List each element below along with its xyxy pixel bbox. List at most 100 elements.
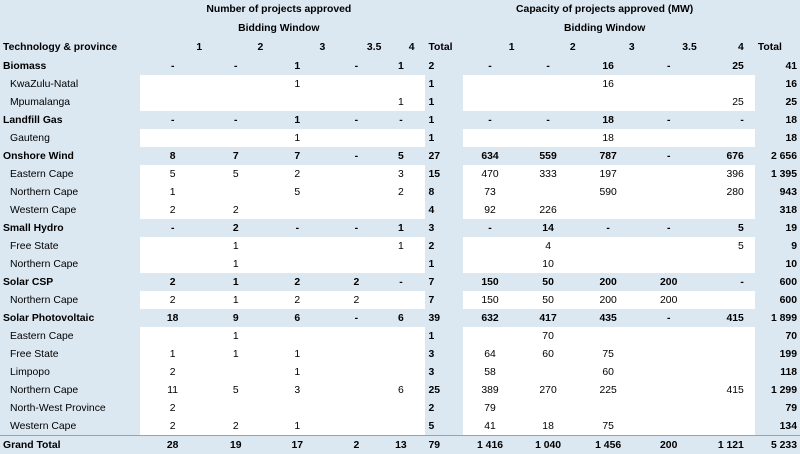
count-cell	[328, 417, 384, 436]
count-cell: -	[205, 111, 266, 129]
column-header-window: 2	[205, 38, 266, 57]
count-cell	[384, 345, 417, 363]
gap-cell	[747, 183, 755, 201]
count-cell: 17	[266, 436, 328, 454]
capacity-cell	[579, 201, 638, 219]
gap-cell	[747, 417, 755, 436]
count-cell: 2	[205, 417, 266, 436]
count-cell: 1	[140, 183, 205, 201]
capacity-cell: 470	[463, 165, 518, 183]
count-cell	[328, 165, 384, 183]
capacity-cell	[518, 183, 579, 201]
gap-cell	[417, 165, 425, 183]
count-cell: 18	[140, 309, 205, 327]
capacity-cell: 50	[518, 273, 579, 291]
capacity-total-cell: 2 656	[755, 147, 800, 165]
count-cell	[205, 93, 266, 111]
capacity-cell: -	[518, 111, 579, 129]
count-cell: 1	[266, 111, 328, 129]
capacity-cell	[700, 129, 747, 147]
header-group-row: Number of projects approved Capacity of …	[0, 0, 800, 19]
count-total-cell: 1	[425, 327, 462, 345]
count-cell: 2	[266, 273, 328, 291]
capacity-cell: 590	[579, 183, 638, 201]
gap-cell	[417, 57, 425, 75]
count-cell: 6	[384, 309, 417, 327]
count-cell	[205, 399, 266, 417]
count-cell	[328, 75, 384, 93]
capacity-cell: -	[700, 111, 747, 129]
capacity-total-cell: 1 299	[755, 381, 800, 399]
count-cell: -	[328, 111, 384, 129]
count-cell: 6	[384, 381, 417, 399]
capacity-cell: 415	[700, 309, 747, 327]
capacity-cell: 787	[579, 147, 638, 165]
row-label: Free State	[0, 345, 140, 363]
gap-cell	[417, 93, 425, 111]
gap-cell	[747, 327, 755, 345]
gap-cell	[747, 345, 755, 363]
capacity-cell	[518, 129, 579, 147]
gap-cell	[417, 345, 425, 363]
count-total-cell: 3	[425, 363, 462, 381]
count-cell	[328, 93, 384, 111]
count-cell: 2	[140, 291, 205, 309]
gap-cell	[417, 399, 425, 417]
row-label: Eastern Cape	[0, 165, 140, 183]
capacity-cell: -	[638, 219, 700, 237]
count-cell: 5	[140, 165, 205, 183]
gap-cell	[747, 165, 755, 183]
capacity-cell	[700, 345, 747, 363]
count-cell: 9	[205, 309, 266, 327]
capacity-cell: 200	[638, 273, 700, 291]
row-label: Landfill Gas	[0, 111, 140, 129]
capacity-cell	[579, 327, 638, 345]
capacity-cell: 14	[518, 219, 579, 237]
capacity-cell	[638, 381, 700, 399]
capacity-cell: 70	[518, 327, 579, 345]
count-cell: 1	[205, 327, 266, 345]
capacity-cell: -	[638, 147, 700, 165]
capacity-cell: 417	[518, 309, 579, 327]
capacity-cell: 197	[579, 165, 638, 183]
capacity-cell: 16	[579, 75, 638, 93]
gap-cell	[417, 129, 425, 147]
capacity-total-cell: 19	[755, 219, 800, 237]
capacity-total-cell: 79	[755, 399, 800, 417]
capacity-cell: 150	[463, 273, 518, 291]
row-label: KwaZulu-Natal	[0, 75, 140, 93]
capacity-cell: 50	[518, 291, 579, 309]
count-cell: 1	[205, 273, 266, 291]
count-cell	[328, 237, 384, 255]
capacity-cell: -	[638, 309, 700, 327]
count-cell	[384, 75, 417, 93]
gap-cell	[417, 291, 425, 309]
row-label: Eastern Cape	[0, 327, 140, 345]
count-cell: 1	[266, 345, 328, 363]
count-cell: 2	[266, 291, 328, 309]
count-cell: 2	[140, 399, 205, 417]
capacity-cell	[638, 327, 700, 345]
gap-cell	[417, 255, 425, 273]
count-cell: 2	[140, 201, 205, 219]
capacity-cell: 18	[579, 129, 638, 147]
gap-cell	[417, 201, 425, 219]
count-total-cell: 2	[425, 57, 462, 75]
count-cell	[328, 345, 384, 363]
gap-cell	[417, 219, 425, 237]
count-cell: 2	[140, 363, 205, 381]
count-cell: 1	[266, 417, 328, 436]
capacity-cell: 1 040	[518, 436, 579, 454]
count-cell: -	[328, 147, 384, 165]
count-cell: 1	[384, 219, 417, 237]
column-header-window: 1	[463, 38, 518, 57]
count-cell	[266, 93, 328, 111]
capacity-cell: 75	[579, 417, 638, 436]
capacity-cell	[638, 183, 700, 201]
count-cell	[205, 75, 266, 93]
